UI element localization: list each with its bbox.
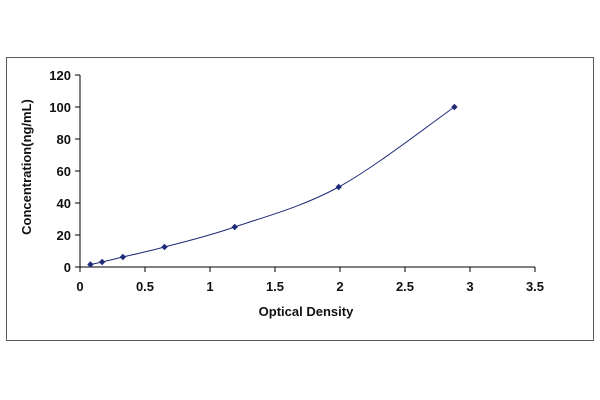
chart-frame bbox=[6, 57, 594, 341]
x-axis-title: Optical Density bbox=[259, 304, 354, 319]
x-tick-label: 0 bbox=[76, 279, 83, 294]
x-tick-label: 2.5 bbox=[396, 279, 414, 294]
y-axis-title: Concentration(ng/mL) bbox=[19, 99, 34, 235]
y-tick-label: 80 bbox=[57, 132, 71, 147]
y-tick-label: 0 bbox=[64, 260, 71, 275]
x-tick-label: 2 bbox=[336, 279, 343, 294]
axes bbox=[75, 74, 536, 272]
data-point bbox=[335, 183, 342, 191]
y-tick-label: 60 bbox=[57, 164, 71, 179]
data-point bbox=[231, 223, 238, 231]
x-tick-label: 3.5 bbox=[526, 279, 544, 294]
x-tick-label: 1 bbox=[206, 279, 213, 294]
x-tick-label: 1.5 bbox=[266, 279, 284, 294]
y-tick-label: 40 bbox=[57, 196, 71, 211]
y-tick-label: 20 bbox=[57, 228, 71, 243]
x-tick-label: 0.5 bbox=[136, 279, 154, 294]
x-tick-label: 3 bbox=[466, 279, 473, 294]
y-tick-label: 100 bbox=[49, 100, 71, 115]
data-points bbox=[87, 103, 458, 268]
data-point bbox=[161, 243, 168, 251]
fit-curve-line bbox=[90, 106, 455, 265]
y-tick-label: 120 bbox=[49, 68, 71, 83]
data-point bbox=[451, 103, 458, 111]
tick-labels: 0 0.5 1 1.5 2 2.5 3 3.5 0 20 40 60 80 100 120 bbox=[49, 68, 544, 294]
data-point bbox=[119, 253, 127, 261]
data-point bbox=[98, 258, 106, 266]
data-point bbox=[87, 261, 94, 268]
